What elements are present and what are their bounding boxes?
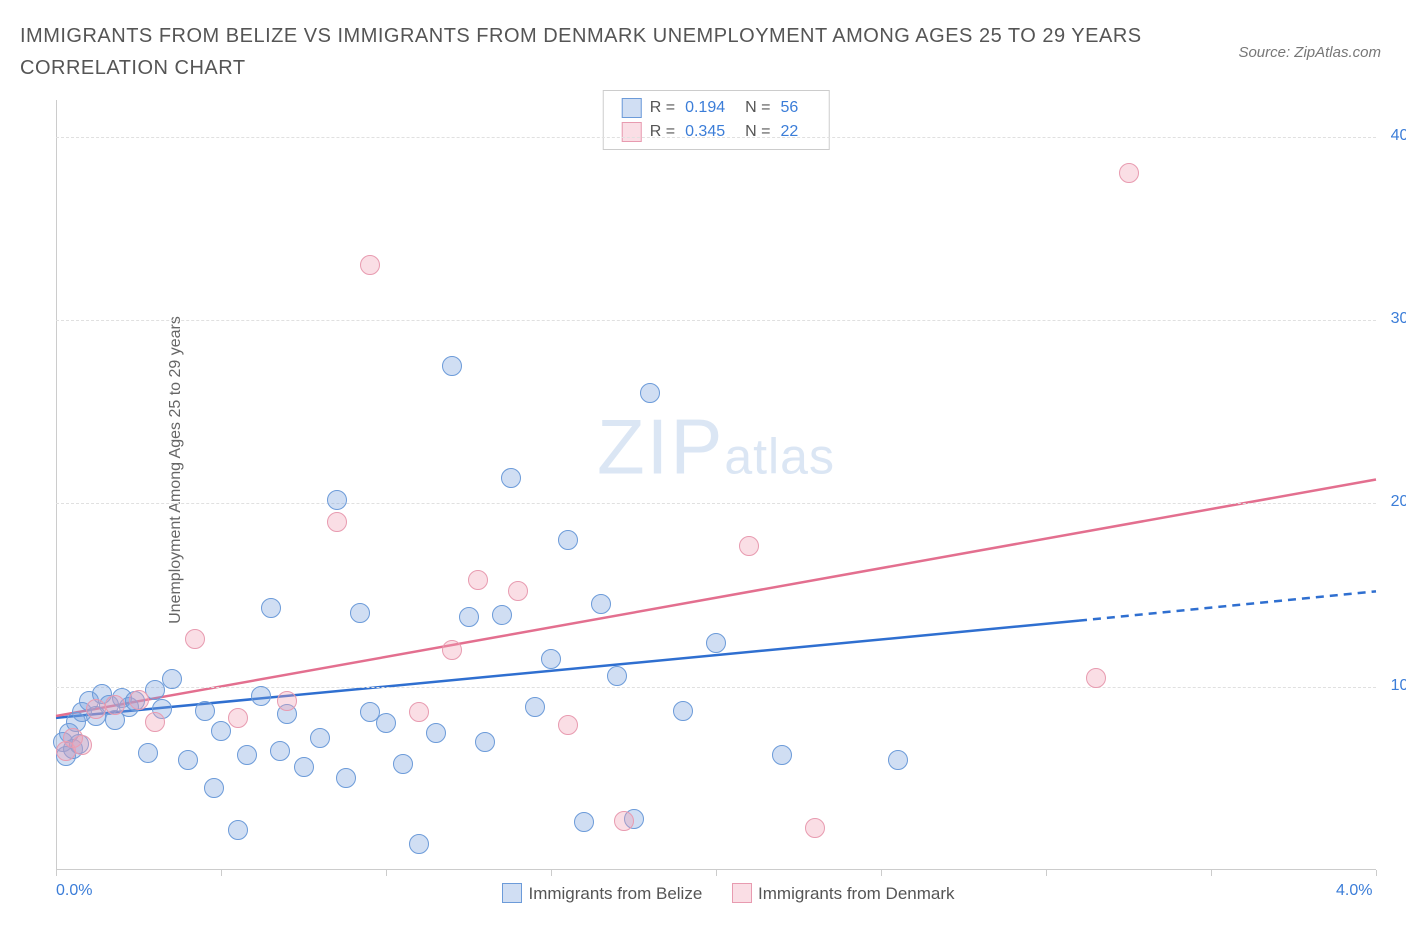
data-point xyxy=(558,530,578,550)
x-tick-mark xyxy=(551,870,552,876)
data-point xyxy=(508,581,528,601)
data-point xyxy=(574,812,594,832)
data-point xyxy=(805,818,825,838)
x-tick-mark xyxy=(56,870,57,876)
y-tick-label: 10.0% xyxy=(1381,677,1406,695)
x-tick-mark xyxy=(221,870,222,876)
data-point xyxy=(468,570,488,590)
grid-line xyxy=(56,137,1376,138)
data-point xyxy=(541,649,561,669)
source-label: Source: ZipAtlas.com xyxy=(1238,44,1381,61)
data-point xyxy=(72,735,92,755)
x-tick-mark xyxy=(1211,870,1212,876)
data-point xyxy=(591,594,611,614)
data-point xyxy=(105,695,125,715)
data-point xyxy=(129,690,149,710)
data-point xyxy=(251,686,271,706)
data-point xyxy=(360,255,380,275)
data-point xyxy=(327,490,347,510)
data-point xyxy=(640,383,660,403)
data-point xyxy=(739,536,759,556)
data-point xyxy=(1119,163,1139,183)
data-point xyxy=(501,468,521,488)
data-point xyxy=(185,629,205,649)
x-tick-label: 4.0% xyxy=(1336,882,1372,900)
y-tick-label: 30.0% xyxy=(1381,310,1406,328)
data-point xyxy=(888,750,908,770)
data-point xyxy=(706,633,726,653)
data-point xyxy=(211,721,231,741)
data-point xyxy=(138,743,158,763)
x-tick-mark xyxy=(716,870,717,876)
data-point xyxy=(492,605,512,625)
y-tick-label: 40.0% xyxy=(1381,127,1406,145)
data-point xyxy=(178,750,198,770)
data-point xyxy=(442,356,462,376)
data-point xyxy=(525,697,545,717)
data-point xyxy=(614,811,634,831)
chart-title: IMMIGRANTS FROM BELIZE VS IMMIGRANTS FRO… xyxy=(20,20,1206,84)
swatch-icon xyxy=(622,122,642,142)
x-tick-mark xyxy=(881,870,882,876)
grid-line xyxy=(56,320,1376,321)
legend-row-denmark: R =0.345 N =22 xyxy=(622,120,811,144)
legend-row-belize: R =0.194 N =56 xyxy=(622,96,811,120)
data-point xyxy=(409,702,429,722)
data-point xyxy=(327,512,347,532)
data-point xyxy=(310,728,330,748)
data-point xyxy=(294,757,314,777)
data-point xyxy=(336,768,356,788)
grid-line xyxy=(56,503,1376,504)
data-point xyxy=(228,820,248,840)
data-point xyxy=(195,701,215,721)
correlation-legend: R =0.194 N =56 R =0.345 N =22 xyxy=(603,90,830,150)
data-point xyxy=(145,712,165,732)
swatch-icon xyxy=(622,98,642,118)
swatch-icon xyxy=(502,883,522,903)
data-point xyxy=(376,713,396,733)
data-point xyxy=(426,723,446,743)
data-point xyxy=(261,598,281,618)
watermark: ZIPatlas xyxy=(597,401,835,492)
data-point xyxy=(270,741,290,761)
data-point xyxy=(607,666,627,686)
data-point xyxy=(204,778,224,798)
swatch-icon xyxy=(732,883,752,903)
data-point xyxy=(1086,668,1106,688)
series-legend: Immigrants from Belize Immigrants from D… xyxy=(56,883,1376,904)
data-point xyxy=(228,708,248,728)
x-tick-mark xyxy=(1376,870,1377,876)
data-point xyxy=(237,745,257,765)
data-point xyxy=(409,834,429,854)
data-point xyxy=(350,603,370,623)
data-point xyxy=(442,640,462,660)
data-point xyxy=(86,699,106,719)
data-point xyxy=(772,745,792,765)
data-point xyxy=(475,732,495,752)
data-point xyxy=(673,701,693,721)
x-tick-mark xyxy=(1046,870,1047,876)
x-tick-mark xyxy=(386,870,387,876)
data-point xyxy=(393,754,413,774)
data-point xyxy=(558,715,578,735)
scatter-chart: ZIPatlas R =0.194 N =56 R =0.345 N =22 I… xyxy=(56,100,1376,870)
data-point xyxy=(459,607,479,627)
data-point xyxy=(277,691,297,711)
y-tick-label: 20.0% xyxy=(1381,493,1406,511)
x-tick-label: 0.0% xyxy=(56,882,92,900)
